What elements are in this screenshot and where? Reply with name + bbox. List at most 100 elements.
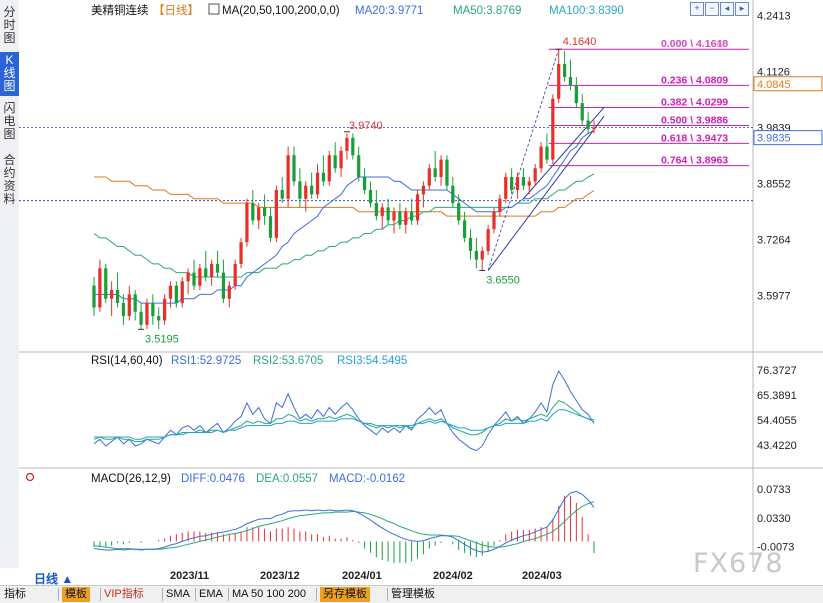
candle: [239, 237, 243, 269]
rsi-panel: 76.3727 65.3891 54.4055 43.4220: [93, 365, 797, 452]
macd-diff-value: DIFF:0.0476: [181, 473, 245, 485]
candle: [292, 146, 296, 186]
sma-button[interactable]: SMA: [166, 588, 190, 600]
candle-body: [504, 177, 508, 199]
tab-lightning[interactable]: 闪电图: [3, 101, 16, 141]
template-button[interactable]: 模板: [62, 587, 90, 602]
candle: [280, 177, 284, 204]
dea-line: [93, 501, 595, 550]
macd-panel: 0.0733 0.0330 -0.0073: [93, 484, 794, 563]
right-icon[interactable]: ▸: [735, 2, 749, 16]
candle-body: [145, 303, 149, 325]
manage-template-button[interactable]: 管理模板: [391, 588, 435, 600]
candle-body: [415, 194, 420, 221]
candle-body: [151, 303, 155, 317]
tab-intraday[interactable]: 分时图: [3, 5, 16, 45]
fib-label: 0.382 \ 4.0299: [661, 96, 728, 108]
candle: [398, 203, 402, 230]
ema-button[interactable]: EMA: [199, 588, 223, 600]
candle: [492, 207, 496, 234]
candle: [127, 285, 131, 321]
candle-body: [221, 272, 226, 299]
ma-preset-button[interactable]: MA 50 100 200: [232, 588, 307, 600]
fib-label: 0.000 \ 4.1618: [661, 38, 728, 50]
candle-body: [168, 285, 173, 299]
tab-contract-info[interactable]: 合约资料: [3, 153, 16, 206]
candle-body: [557, 63, 561, 99]
candle-body: [274, 190, 278, 238]
candle: [298, 168, 302, 208]
candle: [315, 163, 320, 199]
candle: [215, 250, 220, 277]
candle-body: [115, 290, 120, 304]
rsi-tick-label: 65.3891: [757, 390, 797, 402]
candle: [186, 268, 190, 295]
ma50-value: MA50:3.8769: [453, 5, 521, 17]
indicator-button[interactable]: 指标: [4, 588, 26, 600]
candle-body: [268, 216, 273, 238]
candle: [310, 172, 314, 199]
toolbar-separator: [162, 588, 163, 601]
candle-body: [427, 168, 431, 186]
minus-icon[interactable]: −: [705, 2, 719, 16]
period-selector[interactable]: 日线 ▲: [34, 572, 74, 586]
chart-area[interactable]: 4.24134.11263.98393.85523.72643.59770.23…: [19, 0, 823, 568]
candle-body: [439, 159, 443, 177]
macd-tick-label: 0.0330: [757, 513, 791, 525]
trendline: [523, 107, 605, 200]
candle: [221, 259, 226, 304]
candle: [333, 142, 337, 173]
candle-body: [210, 263, 214, 277]
candle: [210, 259, 214, 286]
candle-body: [521, 177, 526, 186]
candle-body: [574, 85, 578, 104]
candle: [457, 194, 461, 225]
candle: [192, 259, 196, 291]
candle-body: [127, 294, 131, 317]
candle-body: [110, 290, 114, 299]
left-icon[interactable]: ◂: [720, 2, 734, 16]
plus-icon[interactable]: +: [690, 2, 704, 16]
candle-body: [468, 237, 473, 251]
vip-indicator-button[interactable]: VIP指标: [104, 588, 144, 600]
candle-body: [480, 250, 484, 260]
macd-settings-icon: [25, 472, 35, 482]
candle-body: [245, 203, 249, 243]
candle: [592, 120, 596, 134]
candle: [162, 294, 167, 325]
candle: [568, 59, 573, 91]
candle: [157, 307, 161, 330]
candle: [551, 94, 555, 164]
fib-label: 0.000 \ 4.1640: [661, 38, 728, 50]
fib-label: 0.500 \ 3.9886: [661, 114, 728, 126]
candle-body: [239, 242, 243, 264]
candle: [321, 155, 326, 186]
save-template-button[interactable]: 另存模板: [320, 587, 370, 602]
candle: [357, 146, 361, 182]
candle: [374, 190, 378, 221]
candle: [504, 172, 508, 204]
macd-tick-label: 0.0733: [757, 484, 791, 496]
candle-body: [486, 229, 490, 251]
candle: [362, 168, 367, 195]
candle: [421, 181, 426, 208]
candle-body: [433, 168, 437, 177]
fib-anchor-line: [487, 49, 560, 271]
watermark: FX678: [693, 548, 784, 579]
candle: [168, 281, 173, 308]
price-tag-box: [753, 130, 823, 146]
candle: [451, 177, 455, 208]
candle: [304, 181, 308, 212]
rsi3-value: RSI3:54.5495: [337, 355, 407, 367]
rsi-label: RSI(14,60,40): [91, 355, 163, 367]
candle-body: [180, 281, 184, 304]
candle-body: [474, 250, 478, 260]
candle-body: [562, 63, 567, 78]
candle: [174, 281, 178, 308]
x-axis-label: 2024/02: [433, 570, 473, 582]
candle-body: [286, 155, 290, 199]
extreme-label: 3.6550: [486, 274, 520, 286]
tab-kline[interactable]: K线图: [0, 52, 19, 96]
x-axis-label: 2024/03: [522, 570, 562, 582]
x-axis-label: 2023/11: [170, 570, 210, 582]
